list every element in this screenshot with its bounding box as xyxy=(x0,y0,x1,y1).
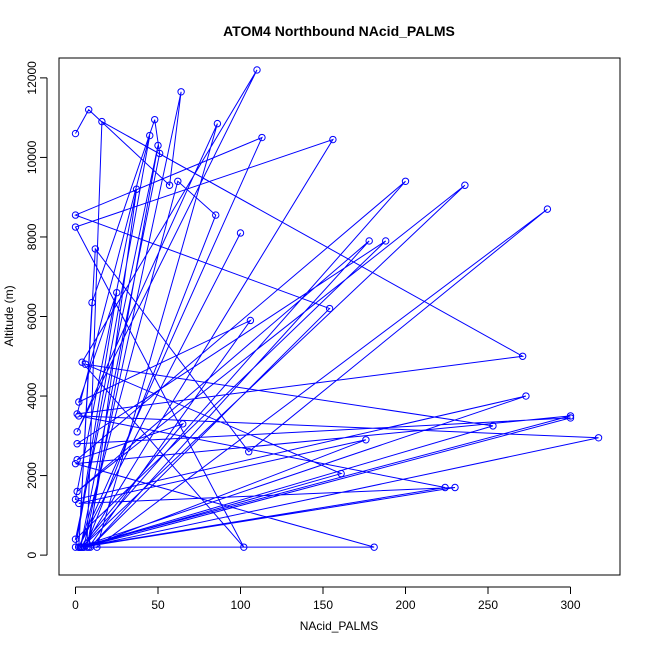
data-point xyxy=(489,422,497,430)
data-point xyxy=(213,119,222,128)
plot-frame xyxy=(58,57,621,576)
data-point xyxy=(566,414,575,422)
data-point xyxy=(461,181,469,189)
data-point xyxy=(543,205,552,213)
data-point xyxy=(146,131,154,140)
data-point xyxy=(151,115,159,124)
y-tick-label: 8000 xyxy=(25,223,39,250)
data-point xyxy=(566,412,575,420)
x-tick-label: 300 xyxy=(560,598,580,612)
data-point xyxy=(253,66,261,74)
data-point xyxy=(177,88,185,96)
data-point xyxy=(365,237,373,245)
data-point xyxy=(113,288,121,297)
data-point xyxy=(71,211,80,219)
data-point xyxy=(240,543,248,551)
data-point xyxy=(179,420,187,428)
data-point xyxy=(236,229,245,237)
data-point xyxy=(71,459,80,468)
data-point xyxy=(382,237,390,245)
data-point xyxy=(132,185,141,193)
data-point xyxy=(174,177,182,185)
data-point xyxy=(325,304,334,313)
data-point xyxy=(245,448,253,456)
data-point xyxy=(212,211,220,219)
data-point xyxy=(246,316,255,325)
y-axis-label: Altitude (m) xyxy=(2,285,16,346)
data-point xyxy=(522,392,530,400)
y-tick-label: 6000 xyxy=(25,303,39,330)
data-point xyxy=(165,181,174,189)
data-point xyxy=(73,487,81,496)
data-point xyxy=(362,436,370,444)
data-point xyxy=(370,543,378,551)
data-point xyxy=(91,245,100,253)
x-tick-label: 200 xyxy=(395,598,415,612)
chart-title: ATOM4 Northbound NAcid_PALMS xyxy=(223,23,455,39)
data-point xyxy=(98,117,106,126)
y-tick-label: 10000 xyxy=(25,140,39,174)
data-point xyxy=(85,106,93,114)
series-line xyxy=(74,69,599,549)
data-point xyxy=(329,135,337,144)
data-point xyxy=(75,398,83,406)
data-point xyxy=(71,535,80,543)
data-point xyxy=(401,177,410,185)
data-point xyxy=(451,483,459,492)
data-point xyxy=(71,223,80,231)
x-tick-label: 250 xyxy=(478,598,498,612)
y-tick-label: 0 xyxy=(25,551,39,558)
data-point xyxy=(594,434,603,442)
x-tick-label: 100 xyxy=(230,598,250,612)
data-point xyxy=(75,499,83,508)
data-point xyxy=(154,141,162,150)
data-point xyxy=(88,298,96,307)
x-axis: 0 50 100 150 200 250 300 xyxy=(72,586,581,612)
data-point xyxy=(71,129,80,138)
data-point xyxy=(73,455,81,464)
x-tick-label: 150 xyxy=(313,598,333,612)
x-axis-label: NAcid_PALMS xyxy=(300,619,378,633)
data-point xyxy=(518,352,527,360)
data-point xyxy=(75,412,83,420)
data-point xyxy=(155,149,164,158)
y-tick-label: 12000 xyxy=(25,61,39,95)
data-point xyxy=(75,543,83,551)
data-point xyxy=(73,428,81,436)
data-point xyxy=(73,410,81,418)
data-point xyxy=(337,469,345,478)
x-tick-label: 0 xyxy=(72,598,79,612)
data-point xyxy=(258,133,266,142)
y-tick-label: 2000 xyxy=(25,462,39,489)
y-axis: 0 2000 4000 6000 8000 10000 12000 xyxy=(25,61,48,558)
data-point xyxy=(81,360,90,368)
series-layer xyxy=(71,66,603,551)
x-tick-label: 50 xyxy=(151,598,165,612)
data-point xyxy=(441,483,449,492)
y-tick-label: 4000 xyxy=(25,382,39,409)
data-point xyxy=(73,440,81,448)
